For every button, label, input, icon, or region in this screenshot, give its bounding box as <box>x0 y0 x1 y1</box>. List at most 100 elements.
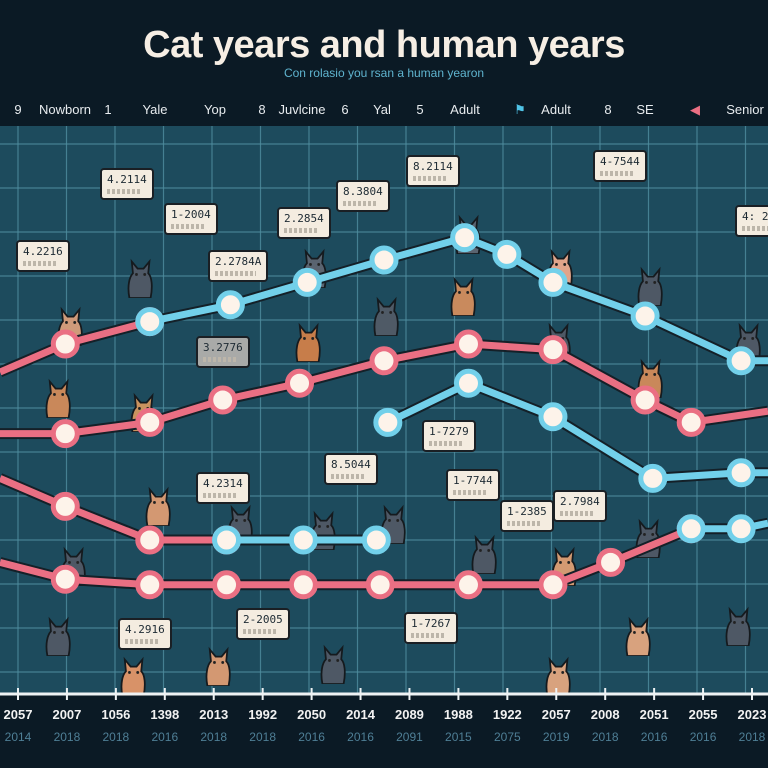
value-callout: 8.2114 <box>406 155 460 187</box>
x-tick-sublabel: 2018 <box>591 730 619 744</box>
stage-label: 5 <box>416 102 424 117</box>
data-point <box>369 346 399 376</box>
data-point <box>450 223 480 253</box>
data-point <box>676 407 706 437</box>
value-callout: 3.2776 <box>196 336 250 368</box>
data-point <box>538 402 568 432</box>
value-callout: 1-7744 <box>446 469 500 501</box>
chart-subtitle: Con rolasio you rsan a human yearon <box>283 66 485 80</box>
x-tick-label: 1398 <box>150 707 180 722</box>
data-point <box>538 267 568 297</box>
data-point <box>630 301 660 331</box>
x-tick-label: 2050 <box>297 707 327 722</box>
stage-label: Senior <box>726 102 764 117</box>
data-point <box>453 368 483 398</box>
stage-label: Yale <box>142 102 168 117</box>
value-callout: 1-2385 <box>500 500 554 532</box>
data-point <box>676 514 706 544</box>
data-point <box>135 307 165 337</box>
x-tick-sublabel: 2091 <box>396 730 423 744</box>
x-tick-sublabel: 2018 <box>102 730 130 744</box>
data-point <box>373 407 403 437</box>
x-ticks <box>17 688 753 700</box>
x-tick-label: 2013 <box>199 707 229 722</box>
x-tick-label: 1922 <box>492 707 522 722</box>
data-point <box>538 335 568 365</box>
data-point <box>726 346 756 376</box>
stage-label: SE <box>636 102 654 117</box>
data-point <box>630 385 660 415</box>
value-callout: 2.2784A <box>208 250 269 282</box>
pink-flag-icon: ◀ <box>690 102 700 117</box>
data-point <box>726 514 756 544</box>
data-point <box>292 267 322 297</box>
x-tick-label: 2055 <box>688 707 718 722</box>
value-callout: 2-2005 <box>236 608 290 640</box>
stage-label: 9 <box>14 102 22 117</box>
stage-label: 6 <box>341 102 349 117</box>
data-point <box>492 239 522 269</box>
value-callout: 8.5044 <box>324 453 378 485</box>
stage-label: 8 <box>604 102 612 117</box>
stage-label: 8 <box>258 102 266 117</box>
data-point <box>369 245 399 275</box>
value-callout: 1-2004 <box>164 203 218 235</box>
x-tick-label: 2089 <box>394 707 424 722</box>
data-point <box>208 385 238 415</box>
data-point <box>135 407 165 437</box>
stage-label: 1 <box>104 102 112 117</box>
stage-label: Nowborn <box>38 102 92 117</box>
value-callout: 8.3804 <box>336 180 390 212</box>
x-tick-label: 1988 <box>443 707 473 722</box>
data-point <box>212 570 242 600</box>
value-callout: 4-7544 <box>593 150 647 182</box>
stage-label: Yal <box>373 102 391 117</box>
x-tick-label: 2014 <box>346 707 375 722</box>
x-tick-label: 1992 <box>248 707 278 722</box>
x-tick-sublabel: 2016 <box>347 730 374 744</box>
data-point <box>215 290 245 320</box>
value-callout: 2.2854 <box>277 207 331 239</box>
x-tick-sublabel: 2018 <box>249 730 277 744</box>
data-point <box>135 570 165 600</box>
data-point <box>288 570 318 600</box>
x-tick-sublabel: 2075 <box>493 730 521 744</box>
data-point <box>361 525 391 555</box>
plot-area <box>0 126 768 700</box>
life-stage-header: 9 Nowborn 1 Yale Yop 8 Juvlcine 6 Yal 5 … <box>0 96 768 126</box>
data-point <box>453 570 483 600</box>
stage-label: Adult <box>541 102 571 117</box>
value-callout: 1-7279 <box>422 420 476 452</box>
value-callout: 4.2314 <box>196 472 250 504</box>
series-line-blue-a <box>149 234 768 365</box>
data-point <box>538 570 568 600</box>
x-tick-label: 2008 <box>590 707 620 722</box>
x-tick-sublabel: 2018 <box>53 730 81 744</box>
series-line-pink-d <box>0 525 693 589</box>
data-point <box>365 570 395 600</box>
data-point <box>50 564 80 594</box>
stage-label: Adult <box>450 102 480 117</box>
data-point <box>453 329 483 359</box>
chart-title: Cat years and human years <box>143 24 625 66</box>
x-tick-label: 2023 <box>737 707 767 722</box>
data-point <box>50 491 80 521</box>
value-callout: 1-7267 <box>404 612 458 644</box>
x-tick-sublabel: 2016 <box>298 730 325 744</box>
series-line-pink-c <box>0 475 227 544</box>
data-point <box>135 525 165 555</box>
x-tick-label: 2007 <box>52 707 82 722</box>
stage-label: Yop <box>204 102 226 117</box>
x-tick-label: 2057 <box>3 707 33 722</box>
x-tick-sublabel: 2014 <box>4 730 32 744</box>
series-lines <box>0 223 768 600</box>
data-point <box>288 525 318 555</box>
data-point <box>596 547 626 577</box>
x-tick-sublabel: 2016 <box>640 730 668 744</box>
x-tick-sublabel: 2019 <box>542 730 570 744</box>
x-tick-sublabel: 2018 <box>200 730 228 744</box>
data-point <box>638 463 668 493</box>
x-tick-sublabel: 2015 <box>445 730 472 744</box>
value-callout: 4.2216 <box>16 240 70 272</box>
value-callout: 2.7984 <box>553 490 607 522</box>
